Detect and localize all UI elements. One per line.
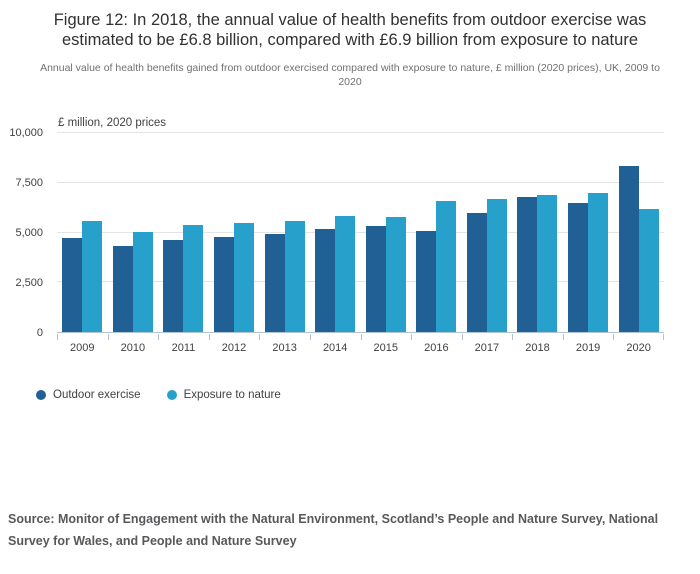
bar-group-2020: [613, 133, 664, 332]
x-axis-ticks: [57, 334, 664, 340]
bar-group-2014: [310, 133, 361, 332]
bar-exposure-to-nature-2011: [183, 224, 204, 332]
x-axis-label-2017: 2017: [474, 342, 500, 354]
x-tick: [158, 334, 160, 340]
gridline: [57, 281, 664, 283]
gridline: [57, 181, 664, 183]
x-axis: 2009 2010 2011 2012 2013 2014 2015 2016 2017 2018…: [57, 342, 664, 354]
bar-exposure-to-nature-2010: [132, 231, 153, 332]
bar-group-2016: [411, 133, 462, 332]
bar-exposure-to-nature-2020: [638, 208, 659, 332]
y-axis-unit-label: £ million, 2020 prices: [58, 117, 167, 129]
x-tick: [107, 334, 109, 340]
x-tick: [309, 334, 311, 340]
bar-outdoor-exercise-2013: [264, 233, 285, 332]
x-axis-label-2019: 2019: [575, 342, 601, 354]
legend-item-outdoor-exercise: Outdoor exercise: [36, 389, 141, 401]
legend: Outdoor exercise Exposure to nature: [36, 389, 700, 401]
bar-outdoor-exercise-2015: [365, 225, 386, 332]
x-tick: [562, 334, 564, 340]
bar-group-2019: [563, 133, 614, 332]
x-axis-label-2011: 2011: [171, 342, 196, 354]
x-tick: [208, 334, 210, 340]
gridline: [57, 231, 664, 233]
bar-exposure-to-nature-2013: [284, 220, 305, 332]
x-axis-label-2009: 2009: [70, 342, 95, 354]
x-tick: [461, 334, 463, 340]
plot-area: [57, 132, 664, 333]
x-tick: [57, 334, 58, 340]
bar-outdoor-exercise-2009: [62, 238, 83, 332]
bar-exposure-to-nature-2017: [486, 198, 507, 332]
x-axis-label-2020: 2020: [626, 342, 651, 354]
x-tick: [613, 334, 615, 340]
y-axis: 0 2,500 5,000 7,500 10,000: [0, 127, 43, 339]
bar-exposure-to-nature-2018: [537, 194, 558, 332]
legend-label-exposure-to-nature: Exposure to nature: [183, 389, 281, 401]
bar-outdoor-exercise-2011: [163, 240, 184, 332]
bar-group-2013: [259, 133, 310, 332]
x-axis-label-2015: 2015: [373, 342, 398, 354]
x-axis-label-2010: 2010: [120, 342, 146, 354]
bar-exposure-to-nature-2015: [385, 216, 406, 332]
x-axis-label-2013: 2013: [272, 342, 297, 354]
bar-exposure-to-nature-2009: [82, 220, 103, 332]
bar-group-2015: [360, 133, 411, 332]
legend-swatch-outdoor-exercise: [36, 390, 46, 400]
x-axis-label-2014: 2014: [322, 342, 348, 354]
legend-item-exposure-to-nature: Exposure to nature: [166, 389, 281, 401]
legend-label-outdoor-exercise: Outdoor exercise: [53, 389, 141, 401]
x-tick: [512, 334, 514, 340]
x-tick: [259, 334, 261, 340]
y-axis-label: 2,500: [15, 277, 43, 289]
bar-exposure-to-nature-2014: [335, 215, 356, 332]
bar-outdoor-exercise-2010: [112, 246, 133, 332]
bar-outdoor-exercise-2018: [517, 196, 538, 332]
legend-swatch-exposure-to-nature: [166, 390, 177, 400]
gridline: [57, 132, 664, 133]
bar-group-2012: [209, 133, 260, 332]
bar-group-2011: [158, 133, 209, 332]
bar-group-2010: [108, 133, 159, 332]
bar-group-2018: [512, 133, 563, 332]
x-tick: [663, 334, 664, 340]
bar-exposure-to-nature-2016: [436, 200, 457, 332]
x-tick: [360, 334, 362, 340]
bar-outdoor-exercise-2014: [315, 228, 336, 332]
figure-subtitle: Annual value of health benefits gained f…: [40, 62, 660, 88]
bar-outdoor-exercise-2019: [568, 202, 589, 332]
bar-exposure-to-nature-2019: [588, 192, 609, 332]
y-axis-label: 7,500: [15, 177, 43, 189]
x-axis-label-2012: 2012: [221, 342, 247, 354]
source-note: Source: Monitor of Engagement with the N…: [8, 512, 659, 548]
bar-outdoor-exercise-2016: [416, 230, 437, 332]
bar-outdoor-exercise-2012: [214, 237, 235, 332]
x-tick: [411, 334, 413, 340]
bar-group-2009: [57, 133, 108, 332]
bar-outdoor-exercise-2020: [618, 165, 639, 332]
bar-group-2017: [462, 133, 513, 332]
bar-exposure-to-nature-2012: [234, 222, 255, 332]
y-axis-label: 0: [36, 327, 43, 339]
figure-title: Figure 12: In 2018, the annual value of …: [53, 11, 647, 49]
x-axis-label-2018: 2018: [525, 342, 550, 354]
x-axis-label-2016: 2016: [424, 342, 449, 354]
y-axis-label: 10,000: [9, 127, 43, 139]
bar-outdoor-exercise-2017: [466, 212, 487, 332]
bar-chart: £ million, 2020 prices 0 2,500 5,000 7,500 1…: [0, 115, 700, 358]
y-axis-label: 5,000: [15, 227, 43, 239]
